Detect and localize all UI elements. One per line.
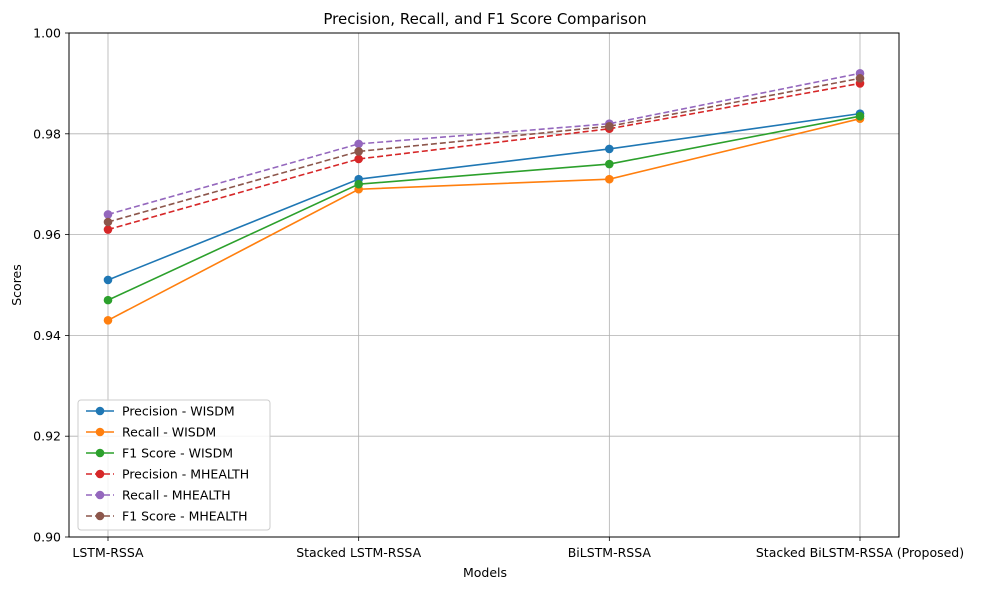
x-tick-label: LSTM-RSSA <box>72 545 144 560</box>
y-axis-title: Scores <box>9 264 24 306</box>
y-tick-label: 0.98 <box>33 126 61 141</box>
chart-title: Precision, Recall, and F1 Score Comparis… <box>323 10 646 28</box>
data-point <box>855 74 865 83</box>
legend-item: Precision - MHEALTH <box>86 467 249 482</box>
tick-layer: 0.90 0.92 0.94 0.96 0.98 1.00 LSTM-RSSA Stacked… <box>33 26 964 561</box>
series-line <box>107 115 861 301</box>
legend-swatch-marker <box>95 448 105 458</box>
series-line <box>107 82 861 231</box>
y-tick-label: 1.00 <box>33 26 61 41</box>
y-tick-label: 0.94 <box>33 328 61 343</box>
legend-item: Recall - MHEALTH <box>86 488 231 503</box>
data-point <box>103 210 113 219</box>
data-point <box>605 174 614 184</box>
legend-item: F1 Score - MHEALTH <box>86 509 248 524</box>
legend-item: F1 Score - WISDM <box>86 446 233 461</box>
series-precision-wisdm <box>103 109 865 285</box>
data-point <box>354 139 363 149</box>
legend-swatch-marker <box>95 406 105 416</box>
data-point <box>103 275 113 285</box>
data-point <box>605 121 614 131</box>
series-line <box>107 112 861 281</box>
legend-swatch-marker <box>95 511 105 521</box>
x-axis-title: Models <box>463 565 507 580</box>
series-line <box>107 117 861 321</box>
legend-box <box>77 399 271 531</box>
series-layer <box>103 69 865 325</box>
data-point <box>354 147 363 156</box>
legend: Precision - WISDM Recall - WISDM F1 Score … <box>77 399 271 531</box>
data-point <box>103 315 113 325</box>
data-point <box>354 179 363 189</box>
x-tick-label: Stacked BiLSTM-RSSA (Proposed) <box>756 545 964 560</box>
data-point <box>605 159 614 169</box>
legend-swatch-marker <box>95 469 105 479</box>
legend-item: Recall - WISDM <box>86 425 216 440</box>
legend-label: Precision - WISDM <box>122 404 235 419</box>
data-point <box>103 217 113 227</box>
y-tick-label: 0.90 <box>33 530 61 545</box>
legend-label: Recall - MHEALTH <box>122 488 231 503</box>
legend-swatch-marker <box>95 427 105 437</box>
series-line <box>107 77 861 223</box>
series-precision-mhealth <box>103 79 865 234</box>
legend-label: Precision - MHEALTH <box>122 467 249 482</box>
legend-label: F1 Score - MHEALTH <box>122 509 248 524</box>
legend-label: F1 Score - WISDM <box>122 446 233 461</box>
series-recall-wisdm <box>103 114 865 325</box>
series-recall-mhealth <box>103 69 865 219</box>
series-f1-score-mhealth <box>103 74 865 227</box>
data-point <box>354 154 363 164</box>
data-point <box>103 225 113 234</box>
series-f1-score-wisdm <box>103 111 865 305</box>
data-point <box>103 295 113 305</box>
legend-swatch-marker <box>95 490 105 500</box>
y-tick-label: 0.96 <box>33 227 61 242</box>
plot-border <box>68 32 900 538</box>
x-tick-label: Stacked LSTM-RSSA <box>296 545 421 560</box>
data-point <box>605 144 614 154</box>
legend-item: Precision - WISDM <box>86 404 235 419</box>
series-line <box>107 72 861 216</box>
data-point <box>855 111 865 121</box>
y-tick-label: 0.92 <box>33 429 61 444</box>
x-tick-label: BiLSTM-RSSA <box>568 545 652 560</box>
plot-frame <box>68 32 900 538</box>
legend-label: Recall - WISDM <box>122 425 216 440</box>
